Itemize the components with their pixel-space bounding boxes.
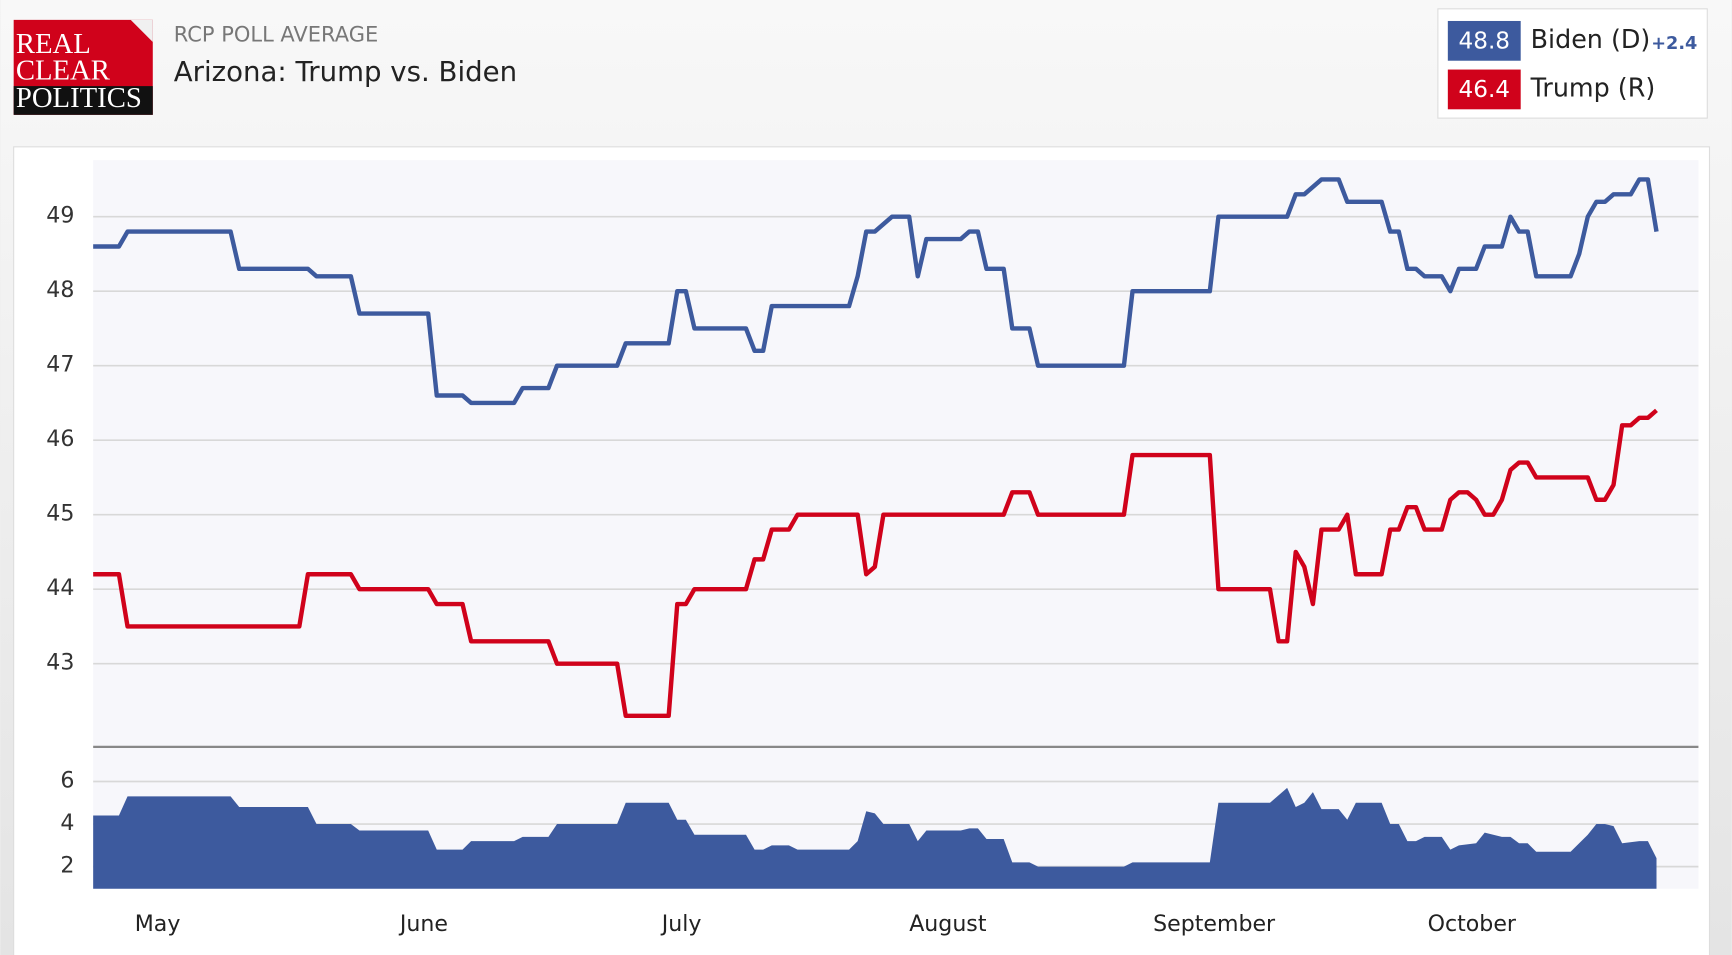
legend-spread: +2.4 bbox=[1651, 34, 1697, 54]
logo-text: POLITICS bbox=[16, 82, 142, 114]
y-tick-label: 46 bbox=[46, 427, 74, 452]
y-tick-label: 45 bbox=[46, 502, 74, 527]
logo-band bbox=[13, 86, 153, 115]
title: Arizona: Trump vs. Biden bbox=[174, 55, 517, 88]
y-tick-label: 48 bbox=[46, 278, 74, 303]
x-tick-label: June bbox=[398, 912, 448, 937]
y-tick-label: 6 bbox=[60, 768, 74, 793]
legend-name: Trump (R) bbox=[1530, 72, 1656, 102]
logo-text: CLEAR bbox=[16, 54, 111, 86]
legend-value: 46.4 bbox=[1458, 76, 1510, 103]
legend-name: Biden (D) bbox=[1531, 24, 1651, 54]
line-series bbox=[93, 177, 1659, 406]
logo-corner bbox=[130, 19, 153, 42]
y-tick-label: 2 bbox=[60, 854, 74, 879]
y-tick-label: 4 bbox=[60, 811, 74, 836]
legend-items: 48.8 Biden (D) 46.4 Trump (R) +2.4 bbox=[1447, 20, 1697, 110]
y-tick-label: 44 bbox=[46, 576, 74, 601]
y-tick-label: 49 bbox=[46, 204, 74, 229]
kicker: RCP POLL AVERAGE bbox=[174, 22, 378, 46]
spread-area bbox=[93, 787, 1657, 889]
x-tick-label: September bbox=[1153, 912, 1276, 937]
x-tick-label: May bbox=[135, 912, 181, 937]
plot-area bbox=[93, 160, 1699, 747]
legend-value: 48.8 bbox=[1458, 27, 1510, 54]
logo-text: REAL bbox=[16, 28, 91, 60]
y-tick-label: 47 bbox=[46, 353, 74, 378]
x-tick-label: October bbox=[1428, 912, 1517, 937]
legend-swatch bbox=[1447, 69, 1521, 110]
x-tick-label: August bbox=[909, 912, 987, 937]
line-series bbox=[93, 408, 1658, 719]
x-tick-label: July bbox=[660, 912, 702, 937]
legend-swatch bbox=[1447, 20, 1521, 61]
y-tick-label: 43 bbox=[46, 651, 74, 676]
